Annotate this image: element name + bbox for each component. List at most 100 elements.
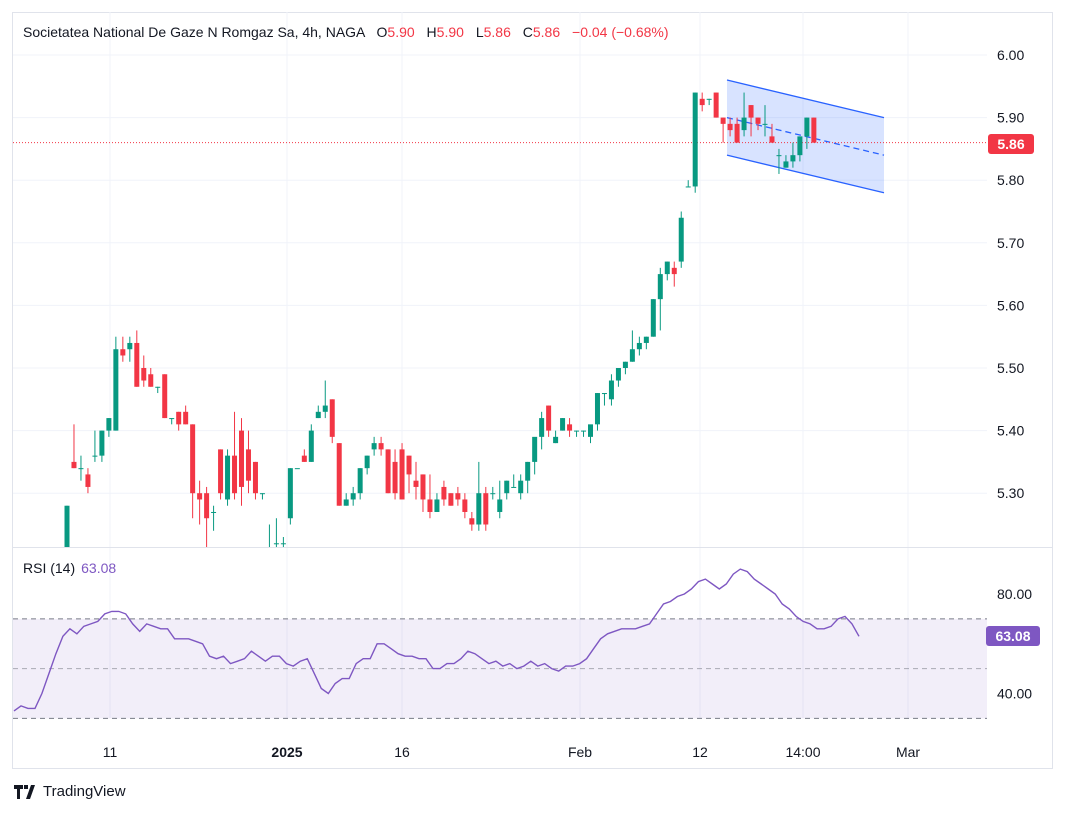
candle-body — [497, 499, 503, 512]
candle-body — [664, 261, 670, 275]
candle-body — [490, 493, 496, 495]
rsi-line — [13, 568, 860, 712]
change-value: −0.04 (−0.68%) — [572, 24, 669, 40]
candle-body — [127, 342, 133, 350]
candle-body — [601, 393, 607, 395]
price-tick-label: 5.90 — [997, 110, 1024, 126]
candle-body — [532, 436, 538, 462]
candle-body — [134, 342, 140, 387]
price-tick-label: 6.00 — [997, 47, 1024, 63]
tradingview-logo-icon — [14, 784, 35, 799]
candle-body — [434, 499, 440, 512]
candle-body — [385, 449, 391, 494]
candle-body — [643, 336, 649, 343]
candle-body — [78, 468, 84, 470]
candle-body — [811, 117, 817, 143]
candle-body — [169, 418, 175, 420]
price-tick-label: 5.30 — [997, 485, 1024, 501]
candle-body — [608, 380, 614, 400]
candle-body — [727, 123, 733, 131]
candle-body — [259, 493, 265, 495]
rsi-label: RSI (14) — [23, 560, 76, 576]
candle-body — [622, 361, 628, 368]
price-tick-label: 5.60 — [997, 297, 1024, 313]
candle-body — [267, 550, 272, 551]
candle-body — [776, 155, 782, 157]
open-value: 5.90 — [387, 24, 415, 40]
rsi-tick-label: 80.00 — [997, 586, 1032, 602]
candle-body — [594, 393, 600, 425]
candle-body — [560, 418, 566, 431]
time-tick-label: 2025 — [271, 744, 302, 760]
candle-body — [790, 155, 796, 162]
candle-body — [252, 461, 258, 494]
candle-body — [699, 98, 705, 106]
candle-body — [176, 411, 182, 425]
candle-body — [183, 411, 189, 425]
candle-body — [574, 430, 580, 432]
candle-body — [148, 374, 154, 387]
low-value: 5.86 — [483, 24, 511, 40]
candle-body — [734, 123, 740, 143]
rsi-legend: RSI (14) 63.08 — [23, 560, 116, 576]
candle-body — [294, 468, 300, 470]
candle-body — [239, 430, 244, 487]
last-price-tag: 5.86 — [988, 134, 1034, 154]
candle-body — [392, 461, 398, 494]
candle-body — [357, 468, 363, 494]
candle-body — [420, 474, 426, 500]
candle-body — [525, 461, 531, 481]
price-tick-label: 5.50 — [997, 360, 1024, 376]
candle-body — [448, 493, 454, 506]
candle-body — [211, 511, 217, 513]
brand-name[interactable]: TradingView — [43, 783, 126, 800]
candle-body — [427, 499, 433, 512]
candle-body — [190, 424, 196, 494]
time-tick-label: Mar — [896, 744, 920, 760]
candle-body — [546, 405, 552, 431]
time-tick-label: 14:00 — [785, 744, 820, 760]
candle-body — [106, 418, 112, 431]
candle-body — [301, 455, 307, 462]
price-tick-label: 5.40 — [997, 423, 1024, 439]
candle-body — [629, 349, 635, 362]
close-label: C — [522, 24, 533, 40]
candle-body — [364, 455, 370, 469]
candle-body — [741, 117, 747, 131]
candle-body — [692, 92, 698, 187]
candle-body — [769, 136, 775, 143]
candle-body — [650, 299, 656, 337]
candle-body — [748, 105, 754, 118]
candle-body — [797, 136, 803, 156]
rsi-value: 63.08 — [81, 560, 117, 576]
candle-body — [518, 480, 524, 494]
candle-body — [155, 386, 161, 388]
candle-body — [581, 430, 587, 432]
price-tick-label: 5.70 — [997, 235, 1024, 251]
symbol-title: Societatea National De Gaze N Romgaz Sa,… — [23, 24, 365, 40]
candle-body — [197, 493, 203, 500]
candle-body — [483, 493, 489, 525]
candle-body — [204, 493, 210, 519]
candle-body — [441, 486, 447, 500]
channel-upper-line — [726, 79, 885, 119]
candle-body — [706, 98, 712, 100]
candle-body — [315, 411, 321, 419]
candle-body — [308, 430, 314, 462]
close-value: 5.86 — [532, 24, 561, 40]
candle-body — [162, 374, 168, 419]
candle-body — [455, 493, 461, 500]
candle-body — [225, 455, 231, 500]
candle-body — [336, 443, 342, 506]
candle-body — [762, 123, 768, 125]
candle-body — [85, 474, 91, 487]
candle-body — [71, 461, 77, 469]
time-tick-label: Feb — [568, 744, 592, 760]
open-label: O — [376, 24, 388, 40]
candle-body — [657, 274, 663, 300]
candle-body — [273, 543, 279, 545]
candle-body — [120, 349, 126, 356]
candle-body — [343, 499, 349, 506]
candle-body — [245, 449, 251, 481]
